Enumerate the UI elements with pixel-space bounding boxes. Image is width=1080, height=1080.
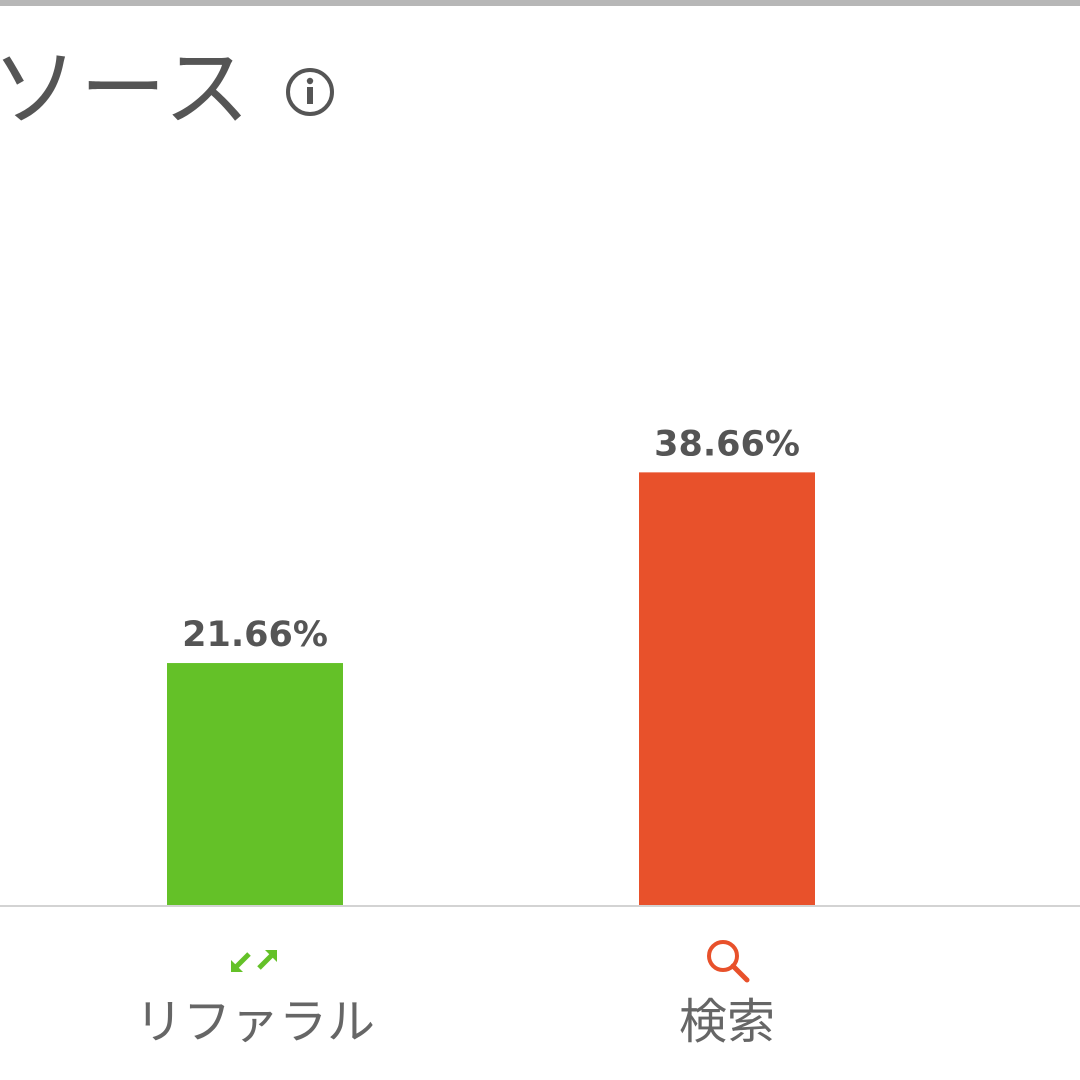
bar-0[interactable] bbox=[167, 663, 343, 906]
value-label-0: 21.66% bbox=[182, 615, 328, 655]
category-label-0: リファラル bbox=[135, 994, 375, 1050]
bar-1[interactable] bbox=[639, 472, 815, 906]
search-icon bbox=[709, 942, 747, 980]
referral-arrows-icon bbox=[231, 950, 277, 972]
value-label-1: 38.66% bbox=[654, 424, 800, 464]
category-label-1: 検索 bbox=[679, 994, 775, 1050]
